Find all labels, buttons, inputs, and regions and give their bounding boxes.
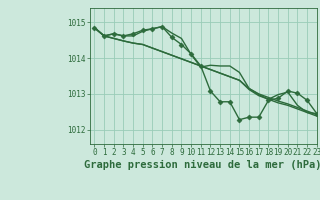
X-axis label: Graphe pression niveau de la mer (hPa): Graphe pression niveau de la mer (hPa) (84, 160, 320, 170)
